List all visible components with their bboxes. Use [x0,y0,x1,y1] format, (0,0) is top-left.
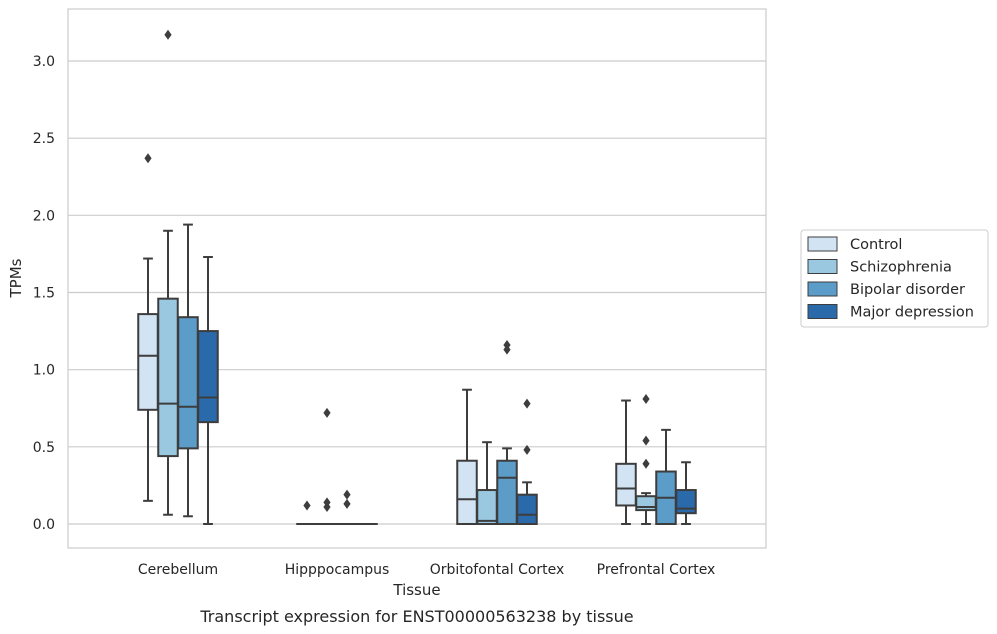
legend-swatch [807,236,838,252]
legend-swatch [807,281,838,297]
legend-swatch [807,304,838,319]
x-tick-label: Cerebellum [138,562,218,578]
chart-caption: Transcript expression for ENST0000056323… [199,607,633,626]
box-groups [137,29,697,526]
box [675,489,697,515]
plot-background [68,9,766,548]
legend: Control Schizophrenia Bipolar disorder Majo… [800,229,989,328]
y-tick-label: 3.0 [33,54,55,70]
box [635,495,657,512]
box-group [157,29,179,516]
y-tick-label: 0.0 [33,517,55,533]
x-tick-labels: Cerebellum Hipppocampus Orbitofontal Corte… [138,562,715,578]
outlier-point [164,29,172,40]
box-group [516,398,538,525]
legend-swatch [807,259,838,274]
outlier-point [343,498,351,509]
legend-label: Major depression [850,305,974,321]
x-tick-label: Hipppocampus [285,562,390,578]
outlier-point [523,398,531,409]
y-tick-label: 1.5 [33,286,55,302]
box [476,489,498,525]
box-group [137,153,159,502]
box-group [496,339,518,525]
outlier-point [144,153,152,164]
x-tick-label: Prefrontal Cortex [597,562,716,578]
box-group [675,461,697,525]
y-tick-labels: 0.0 0.5 1.0 1.5 2.0 2.5 3.0 [33,54,55,533]
box-group [456,388,478,525]
plot-frame [67,8,767,549]
box-group [635,393,657,525]
y-tick-label: 0.5 [33,440,55,456]
box-group [615,399,637,525]
legend-label: Schizophrenia [850,260,952,276]
y-tick-label: 1.0 [33,363,55,379]
outlier-point [642,458,650,469]
outlier-point [642,393,650,404]
y-tick-label: 2.5 [33,131,55,147]
box [496,459,518,525]
box [197,330,219,424]
box-group [197,256,219,525]
box-group [476,441,498,525]
outlier-point [323,502,331,513]
x-axis-label: Tissue [392,581,440,599]
x-tick-label: Orbitofontal Cortex [430,562,565,578]
legend-label: Control [850,237,902,253]
outlier-point [523,444,531,455]
box [177,316,199,450]
legend-frame [800,229,989,328]
box [516,493,538,525]
outlier-point [642,435,650,446]
box [157,297,179,458]
box [137,313,159,411]
outlier-point [323,407,331,418]
outlier-point [503,344,511,355]
legend-label: Bipolar disorder [850,282,965,298]
box [615,462,637,507]
y-axis-label: TPMs [7,258,25,298]
y-tick-label: 2.0 [33,208,55,224]
outlier-point [303,500,311,511]
box [456,459,478,525]
outlier-point [343,489,351,500]
